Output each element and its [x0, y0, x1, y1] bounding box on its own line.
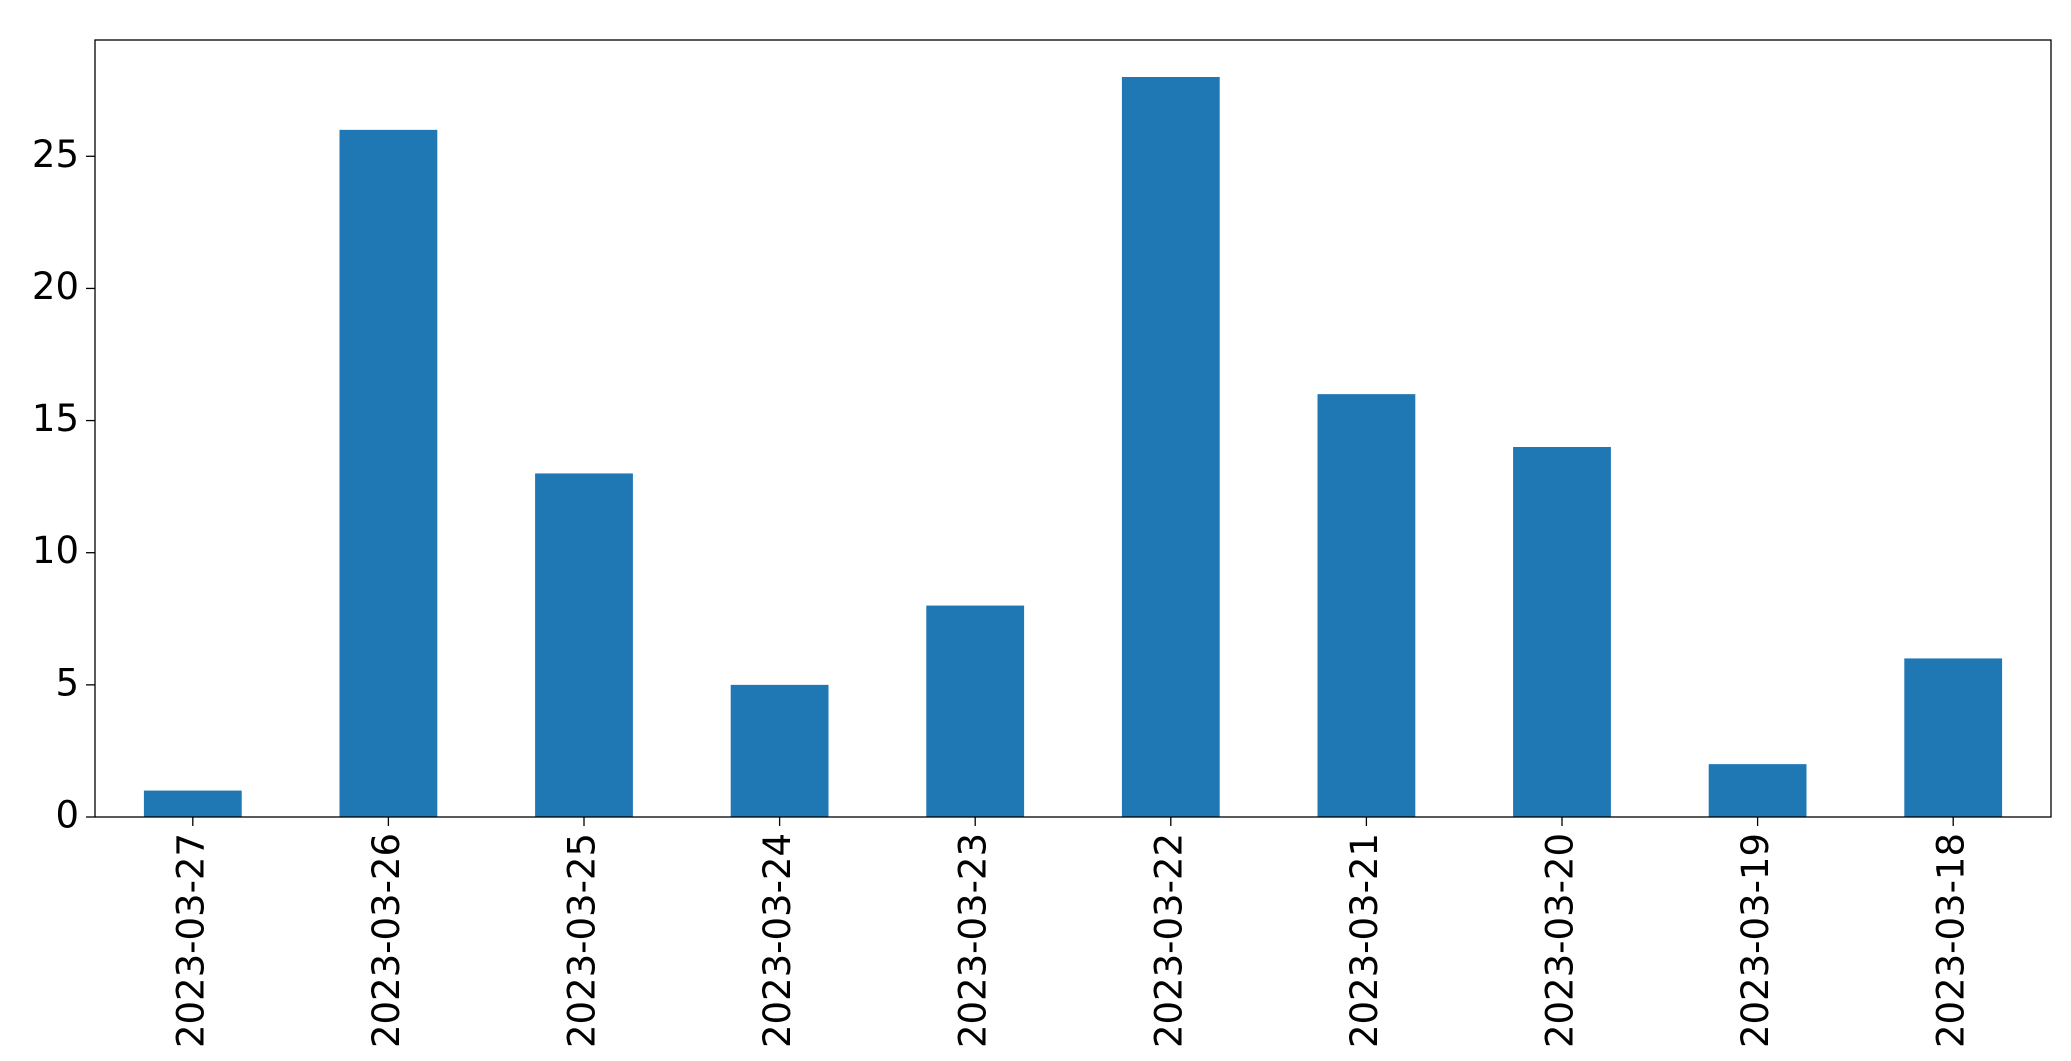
- bar: [1317, 394, 1416, 817]
- y-tick-label: 0: [55, 794, 79, 837]
- x-tick-label: 2023-03-27: [169, 833, 212, 1048]
- x-tick-label: 2023-03-23: [952, 833, 995, 1048]
- x-tick-label: 2023-03-20: [1539, 833, 1582, 1048]
- y-tick-label: 25: [32, 133, 79, 176]
- plot-frame: [94, 39, 2052, 818]
- bar: [1121, 77, 1220, 817]
- bar: [143, 790, 242, 817]
- x-tick-label: 2023-03-21: [1343, 833, 1386, 1048]
- bar: [926, 605, 1025, 817]
- x-tick-label: 2023-03-18: [1930, 833, 1973, 1048]
- y-tick-label: 15: [32, 397, 79, 440]
- bar: [535, 473, 633, 817]
- x-tick-label: 2023-03-22: [1147, 833, 1190, 1048]
- x-tick-label: 2023-03-24: [756, 833, 799, 1048]
- x-tick-label: 2023-03-26: [365, 833, 408, 1048]
- y-tick-label: 10: [32, 529, 79, 572]
- y-tick-label: 5: [55, 661, 79, 704]
- bar: [339, 129, 438, 817]
- bar: [1904, 658, 2003, 817]
- x-tick-label: 2023-03-25: [561, 833, 604, 1048]
- bar: [730, 684, 829, 817]
- x-tick-label: 2023-03-19: [1734, 833, 1777, 1048]
- bar: [1708, 764, 1807, 817]
- y-tick-label: 20: [32, 265, 79, 308]
- bar: [1513, 447, 1611, 817]
